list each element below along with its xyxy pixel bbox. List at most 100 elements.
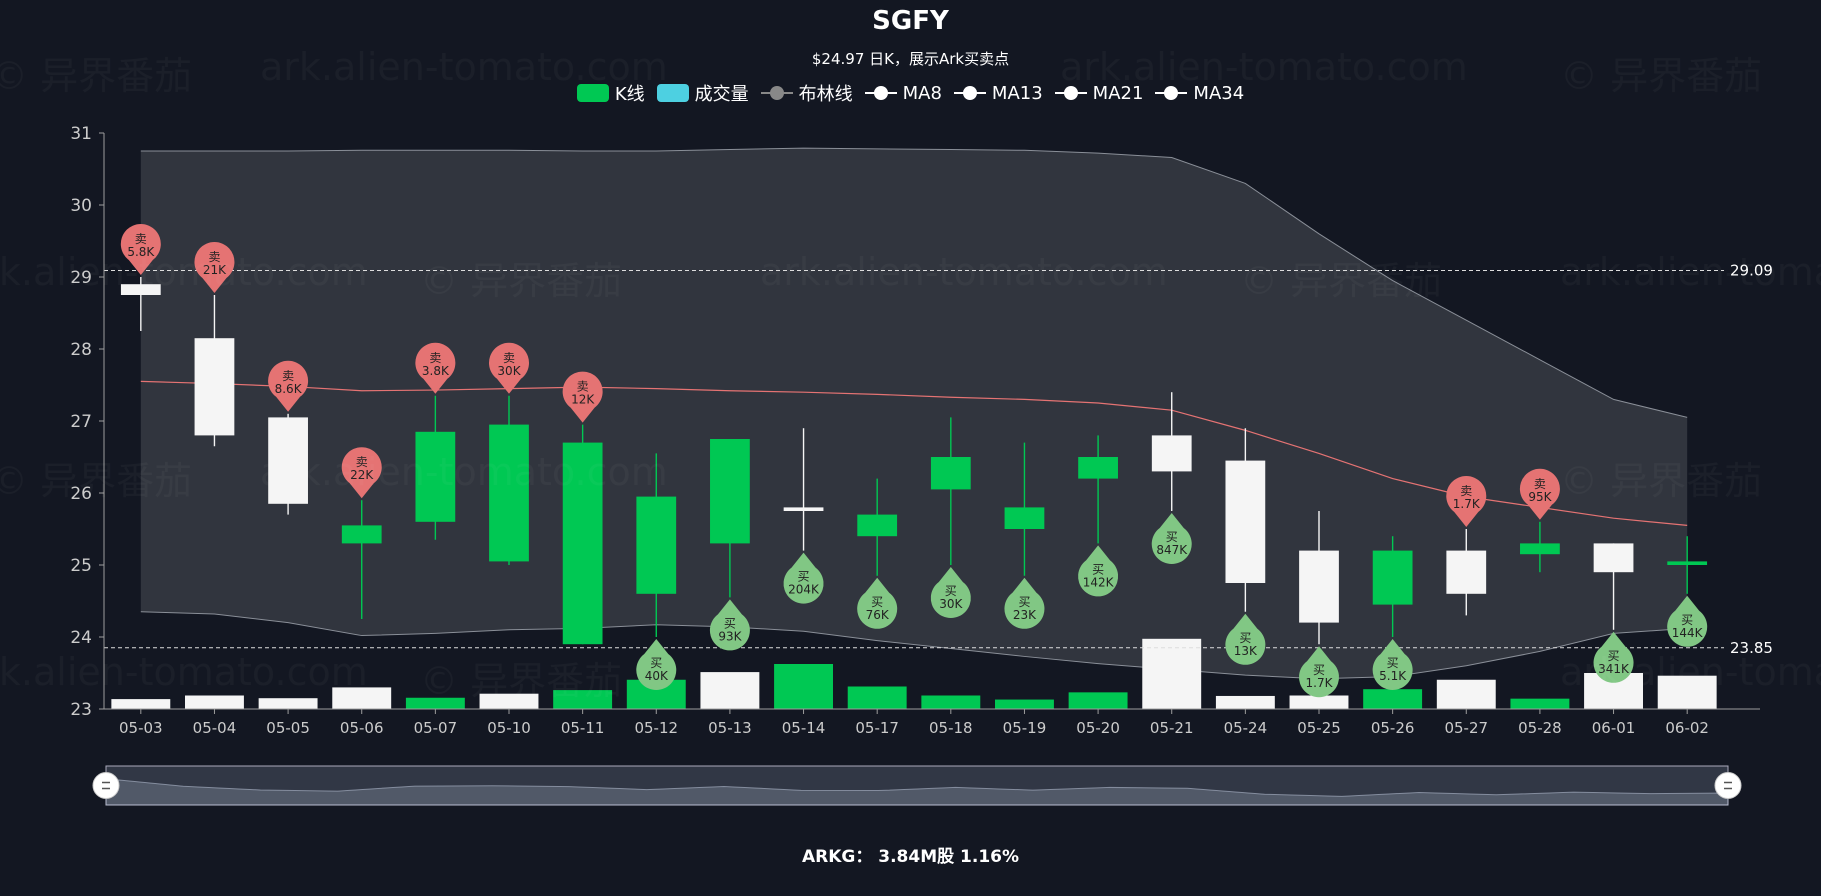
- volume-bar: [700, 672, 760, 709]
- sell-marker-pin: [341, 447, 382, 499]
- bollinger-mid: [140, 380, 1688, 526]
- legend-item-bollinger[interactable]: 布林线: [760, 80, 853, 106]
- candle-body: [194, 338, 235, 436]
- x-tick-label: 05-10: [487, 719, 531, 737]
- sell-marker-pin: [120, 224, 161, 275]
- buy-marker-label: 40K: [645, 669, 669, 683]
- buy-marker-pin: [1151, 513, 1192, 564]
- volume-bar: [258, 698, 318, 709]
- buy-marker-label: 30K: [939, 597, 963, 611]
- sell-marker-pin: [268, 360, 309, 412]
- sell-marker: 卖3.8K: [415, 342, 456, 394]
- zoom-handle-left[interactable]: [92, 772, 120, 799]
- sell-marker-pin: [562, 371, 603, 423]
- buy-marker-char: 买: [724, 616, 736, 630]
- sell-marker-char: 卖: [429, 351, 441, 365]
- sell-marker-pin: [194, 241, 235, 293]
- buy-marker-char: 买: [1018, 595, 1030, 609]
- reference-line-label: 29.09: [1730, 262, 1773, 280]
- chart-subtitle: $24.97 日K，展示Ark买卖点: [811, 50, 1010, 68]
- candle-body: [1667, 561, 1708, 565]
- volume-bar: [921, 695, 981, 709]
- x-tick-label: 05-11: [561, 719, 605, 737]
- legend-swatch-ma8: [864, 84, 897, 102]
- sell-marker-label: 22K: [350, 468, 374, 482]
- sell-marker: 卖8.6K: [268, 360, 309, 412]
- candle-body: [783, 507, 824, 511]
- volume-bar: [1068, 692, 1128, 709]
- x-tick-label: 06-01: [1592, 719, 1636, 737]
- x-tick-label: 05-18: [929, 719, 973, 737]
- sell-marker-char: 卖: [282, 369, 294, 383]
- y-tick-label: 29: [70, 268, 92, 288]
- legend-item-ma13[interactable]: MA13: [953, 80, 1043, 106]
- legend-label-kline: K线: [614, 84, 645, 105]
- legend-item-ma34[interactable]: MA34: [1155, 80, 1244, 106]
- buy-marker-pin: [930, 567, 971, 618]
- bollinger-band: [140, 148, 1688, 679]
- buy-marker-pin: [1593, 631, 1634, 683]
- candle-body: [930, 457, 971, 490]
- legend-item-kline[interactable]: K线: [576, 80, 645, 106]
- legend-item-ma8[interactable]: MA8: [864, 80, 942, 106]
- sell-marker-label: 30K: [497, 364, 521, 378]
- x-tick-label: 05-12: [634, 719, 678, 737]
- volume-bar: [847, 686, 907, 709]
- sell-marker: 卖5.8K: [120, 224, 161, 275]
- buy-marker-pin: [1667, 595, 1708, 647]
- candle-body: [1446, 550, 1487, 594]
- candle-body: [1372, 550, 1413, 605]
- buy-marker-pin: [1298, 646, 1339, 698]
- zoom-handle-right[interactable]: [1714, 772, 1742, 799]
- buy-marker-char: 买: [1681, 613, 1693, 627]
- buy-marker-pin: [1372, 639, 1413, 690]
- buy-marker-pin: [1004, 577, 1045, 629]
- volume-bar: [479, 693, 539, 709]
- buy-marker-label: 204K: [788, 583, 820, 597]
- sell-marker-label: 95K: [1528, 490, 1552, 504]
- volume-bar: [774, 664, 833, 709]
- buy-marker-label: 341K: [1598, 662, 1630, 676]
- buy-marker-char: 买: [798, 570, 810, 584]
- sell-marker-label: 8.6K: [275, 382, 303, 396]
- legend-label-bollinger: 布林线: [798, 84, 853, 105]
- legend-item-volume[interactable]: 成交量: [656, 80, 749, 106]
- x-tick-label: 05-26: [1371, 719, 1415, 737]
- candle-body: [636, 496, 677, 594]
- legend-label-ma13: MA13: [991, 82, 1043, 104]
- candle-body: [341, 525, 382, 544]
- sell-marker-char: 卖: [208, 250, 220, 264]
- x-tick-label: 05-24: [1224, 719, 1268, 737]
- buy-marker-char: 买: [650, 656, 662, 670]
- x-tick-label: 05-04: [193, 719, 237, 737]
- sell-marker-char: 卖: [135, 232, 147, 246]
- buy-marker-label: 144K: [1672, 626, 1704, 640]
- buy-marker-label: 142K: [1083, 575, 1115, 589]
- x-tick-label: 05-06: [340, 719, 384, 737]
- bollinger-lower: [140, 611, 1688, 680]
- y-tick-label: 25: [70, 556, 92, 576]
- buy-marker-pin: [1078, 545, 1119, 597]
- buy-marker-char: 买: [871, 595, 883, 609]
- buy-marker-pin: [857, 577, 898, 629]
- sell-marker-label: 3.8K: [422, 364, 450, 378]
- sell-marker-label: 1.7K: [1453, 497, 1481, 511]
- bollinger-upper: [140, 147, 1688, 418]
- chart-legend: K线 成交量 布林线 MA8 MA13 MA21 MA34: [0, 80, 1821, 106]
- legend-item-ma21[interactable]: MA21: [1054, 80, 1143, 106]
- legend-label-volume: 成交量: [694, 84, 749, 105]
- volume-bar: [405, 697, 465, 709]
- x-tick-label: 05-13: [708, 719, 752, 737]
- volume-bar: [1657, 675, 1717, 709]
- candle-body: [268, 417, 308, 504]
- y-tick-label: 30: [70, 196, 92, 216]
- x-tick-label: 05-25: [1297, 719, 1341, 737]
- volume-bar: [332, 687, 392, 709]
- buy-marker-pin: [709, 599, 750, 651]
- x-tick-label: 05-14: [782, 719, 826, 737]
